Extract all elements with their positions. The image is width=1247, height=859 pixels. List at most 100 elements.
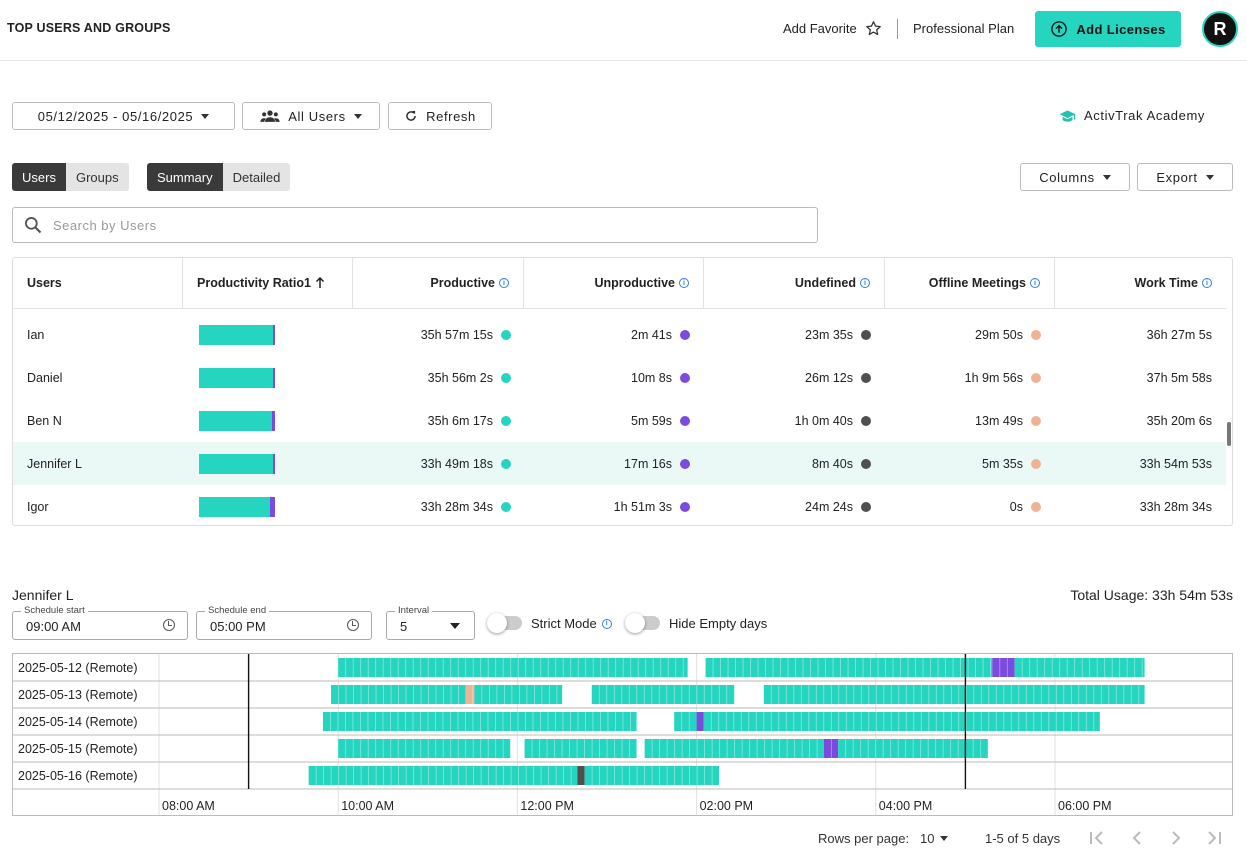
offline-cell: 29m 50s	[975, 313, 1041, 356]
table-row[interactable]: Ben N 35h 6m 17s 5m 59s 1h 0m 40s 13m 49s 35h…	[13, 399, 1226, 442]
columns-dropdown[interactable]: Columns	[1020, 163, 1130, 191]
productive-segment	[199, 411, 272, 431]
hide-empty-days-toggle[interactable]	[625, 613, 660, 633]
activity-segment[interactable]	[823, 739, 839, 758]
refresh-button[interactable]: Refresh	[388, 102, 492, 130]
activity-segment[interactable]	[465, 685, 475, 704]
export-dropdown[interactable]: Export	[1137, 163, 1233, 191]
activity-segment[interactable]	[838, 739, 988, 758]
work-time-value: 36h 27m 5s	[1146, 327, 1212, 342]
unproductive-segment	[273, 325, 275, 345]
timeline-chart: 2025-05-12 (Remote) 2025-05-13 (Remote) 20…	[13, 654, 1232, 815]
info-icon[interactable]: i	[1202, 278, 1212, 288]
tab-summary[interactable]: Summary	[147, 163, 223, 191]
interval-value: 5	[400, 619, 408, 634]
column-header-unproductive[interactable]: Unproductive i	[524, 258, 704, 309]
activity-segment[interactable]	[992, 658, 1015, 677]
info-icon[interactable]: i	[860, 278, 870, 288]
next-page-icon[interactable]	[1167, 829, 1185, 847]
hour-axis-label: 10:00 AM	[341, 799, 394, 813]
user-name[interactable]: Igor	[27, 499, 49, 514]
users-filter-label: All Users	[288, 108, 346, 124]
activity-segment[interactable]	[338, 658, 688, 677]
activity-segment[interactable]	[1014, 658, 1145, 677]
column-header-productivity-ratio[interactable]: Productivity Ratio1	[183, 258, 353, 309]
unproductive-dot-icon	[680, 501, 690, 512]
schedule-start-field[interactable]: Schedule start 09:00 AM	[12, 605, 188, 640]
undefined-dot-icon	[861, 415, 871, 426]
day-label: 2025-05-15 (Remote)	[18, 742, 138, 756]
user-name[interactable]: Daniel	[27, 370, 63, 385]
activity-segment[interactable]	[644, 739, 824, 758]
activity-segment[interactable]	[703, 712, 1100, 731]
activity-bar	[705, 658, 993, 677]
column-header-users[interactable]: Users	[13, 258, 183, 309]
undefined-cell: 1h 0m 40s	[795, 399, 871, 442]
hour-axis-label: 04:00 PM	[879, 799, 933, 813]
schedule-end-field[interactable]: Schedule end 05:00 PM	[196, 605, 372, 640]
activity-segment[interactable]	[331, 685, 466, 704]
add-favorite-button[interactable]: Add Favorite	[783, 20, 882, 37]
activity-segment[interactable]	[696, 712, 704, 731]
schedule-start-label: Schedule start	[21, 605, 88, 616]
table-scrollbar[interactable]	[1227, 422, 1231, 446]
table-row[interactable]: Igor 33h 28m 34s 1h 51m 3s 24m 24s 0s 33h 28m…	[13, 485, 1226, 525]
activity-segment[interactable]	[524, 739, 637, 758]
column-header-offline-meetings[interactable]: Offline Meetings i	[885, 258, 1055, 309]
tab-groups[interactable]: Groups	[65, 163, 129, 191]
column-header-productive[interactable]: Productive i	[353, 258, 524, 309]
user-name[interactable]: Ian	[27, 327, 45, 342]
last-page-icon[interactable]	[1205, 829, 1223, 847]
avatar[interactable]: R	[1202, 11, 1238, 47]
hide-empty-days-label: Hide Empty days	[669, 616, 768, 631]
productive-cell: 35h 56m 2s	[428, 356, 511, 399]
activity-segment[interactable]	[577, 766, 585, 785]
activity-segment[interactable]	[674, 712, 697, 731]
unproductive-segment	[270, 497, 275, 517]
activity-segment[interactable]	[763, 685, 1145, 704]
activity-segment[interactable]	[474, 685, 563, 704]
user-name[interactable]: Ben N	[27, 413, 62, 428]
user-name[interactable]: Jennifer L	[27, 456, 82, 471]
activity-segment[interactable]	[591, 685, 735, 704]
top-header: TOP USERS AND GROUPS Add Favorite Profes…	[0, 0, 1247, 61]
activity-segment[interactable]	[308, 766, 578, 785]
hour-axis-label: 08:00 AM	[162, 799, 215, 813]
add-licenses-button[interactable]: Add Licenses	[1035, 11, 1181, 47]
activity-segment[interactable]	[584, 766, 719, 785]
info-icon[interactable]: i	[679, 278, 689, 288]
info-icon[interactable]: i	[499, 278, 509, 288]
activity-bar	[338, 739, 511, 758]
column-header-work-time[interactable]: Work Time i	[1055, 258, 1226, 309]
clock-icon[interactable]	[163, 619, 175, 631]
rows-per-page-select[interactable]: 10	[920, 831, 949, 846]
table-row[interactable]: Daniel 35h 56m 2s 10m 8s 26m 12s 1h 9m 56s 37…	[13, 356, 1226, 399]
table-row[interactable]: Jennifer L 33h 49m 18s 17m 16s 8m 40s 5m 35s…	[13, 442, 1226, 485]
activity-segment[interactable]	[322, 712, 637, 731]
productive-dot-icon	[501, 329, 511, 340]
tab-detailed[interactable]: Detailed	[222, 163, 291, 191]
clock-icon[interactable]	[347, 619, 359, 631]
users-filter-dropdown[interactable]: All Users	[242, 102, 380, 130]
info-icon[interactable]: i	[1030, 278, 1040, 288]
table-row[interactable]: Ian 35h 57m 15s 2m 41s 23m 35s 29m 50s 36h 27…	[13, 313, 1226, 356]
academy-link[interactable]: ActivTrak Academy	[1059, 108, 1205, 123]
work-time-value: 37h 5m 58s	[1146, 370, 1212, 385]
activity-bar	[308, 766, 578, 785]
productive-value: 35h 6m 17s	[427, 413, 493, 428]
previous-page-icon[interactable]	[1128, 829, 1146, 847]
tab-users[interactable]: Users	[12, 163, 66, 191]
column-header-undefined[interactable]: Undefined i	[704, 258, 885, 309]
first-page-icon[interactable]	[1088, 829, 1106, 847]
info-icon[interactable]: i	[601, 618, 612, 629]
strict-mode-toggle[interactable]	[487, 613, 522, 633]
activity-segment[interactable]	[338, 739, 511, 758]
date-range-dropdown[interactable]: 05/12/2025 - 05/16/2025	[12, 102, 235, 130]
academy-label: ActivTrak Academy	[1084, 108, 1205, 123]
unproductive-value: 17m 16s	[624, 456, 672, 471]
productivity-ratio-bar	[199, 368, 275, 388]
search-input[interactable]	[53, 217, 753, 233]
total-usage: Total Usage: 33h 54m 53s	[1070, 587, 1233, 603]
interval-select[interactable]: Interval 5	[386, 605, 475, 640]
activity-segment[interactable]	[705, 658, 993, 677]
